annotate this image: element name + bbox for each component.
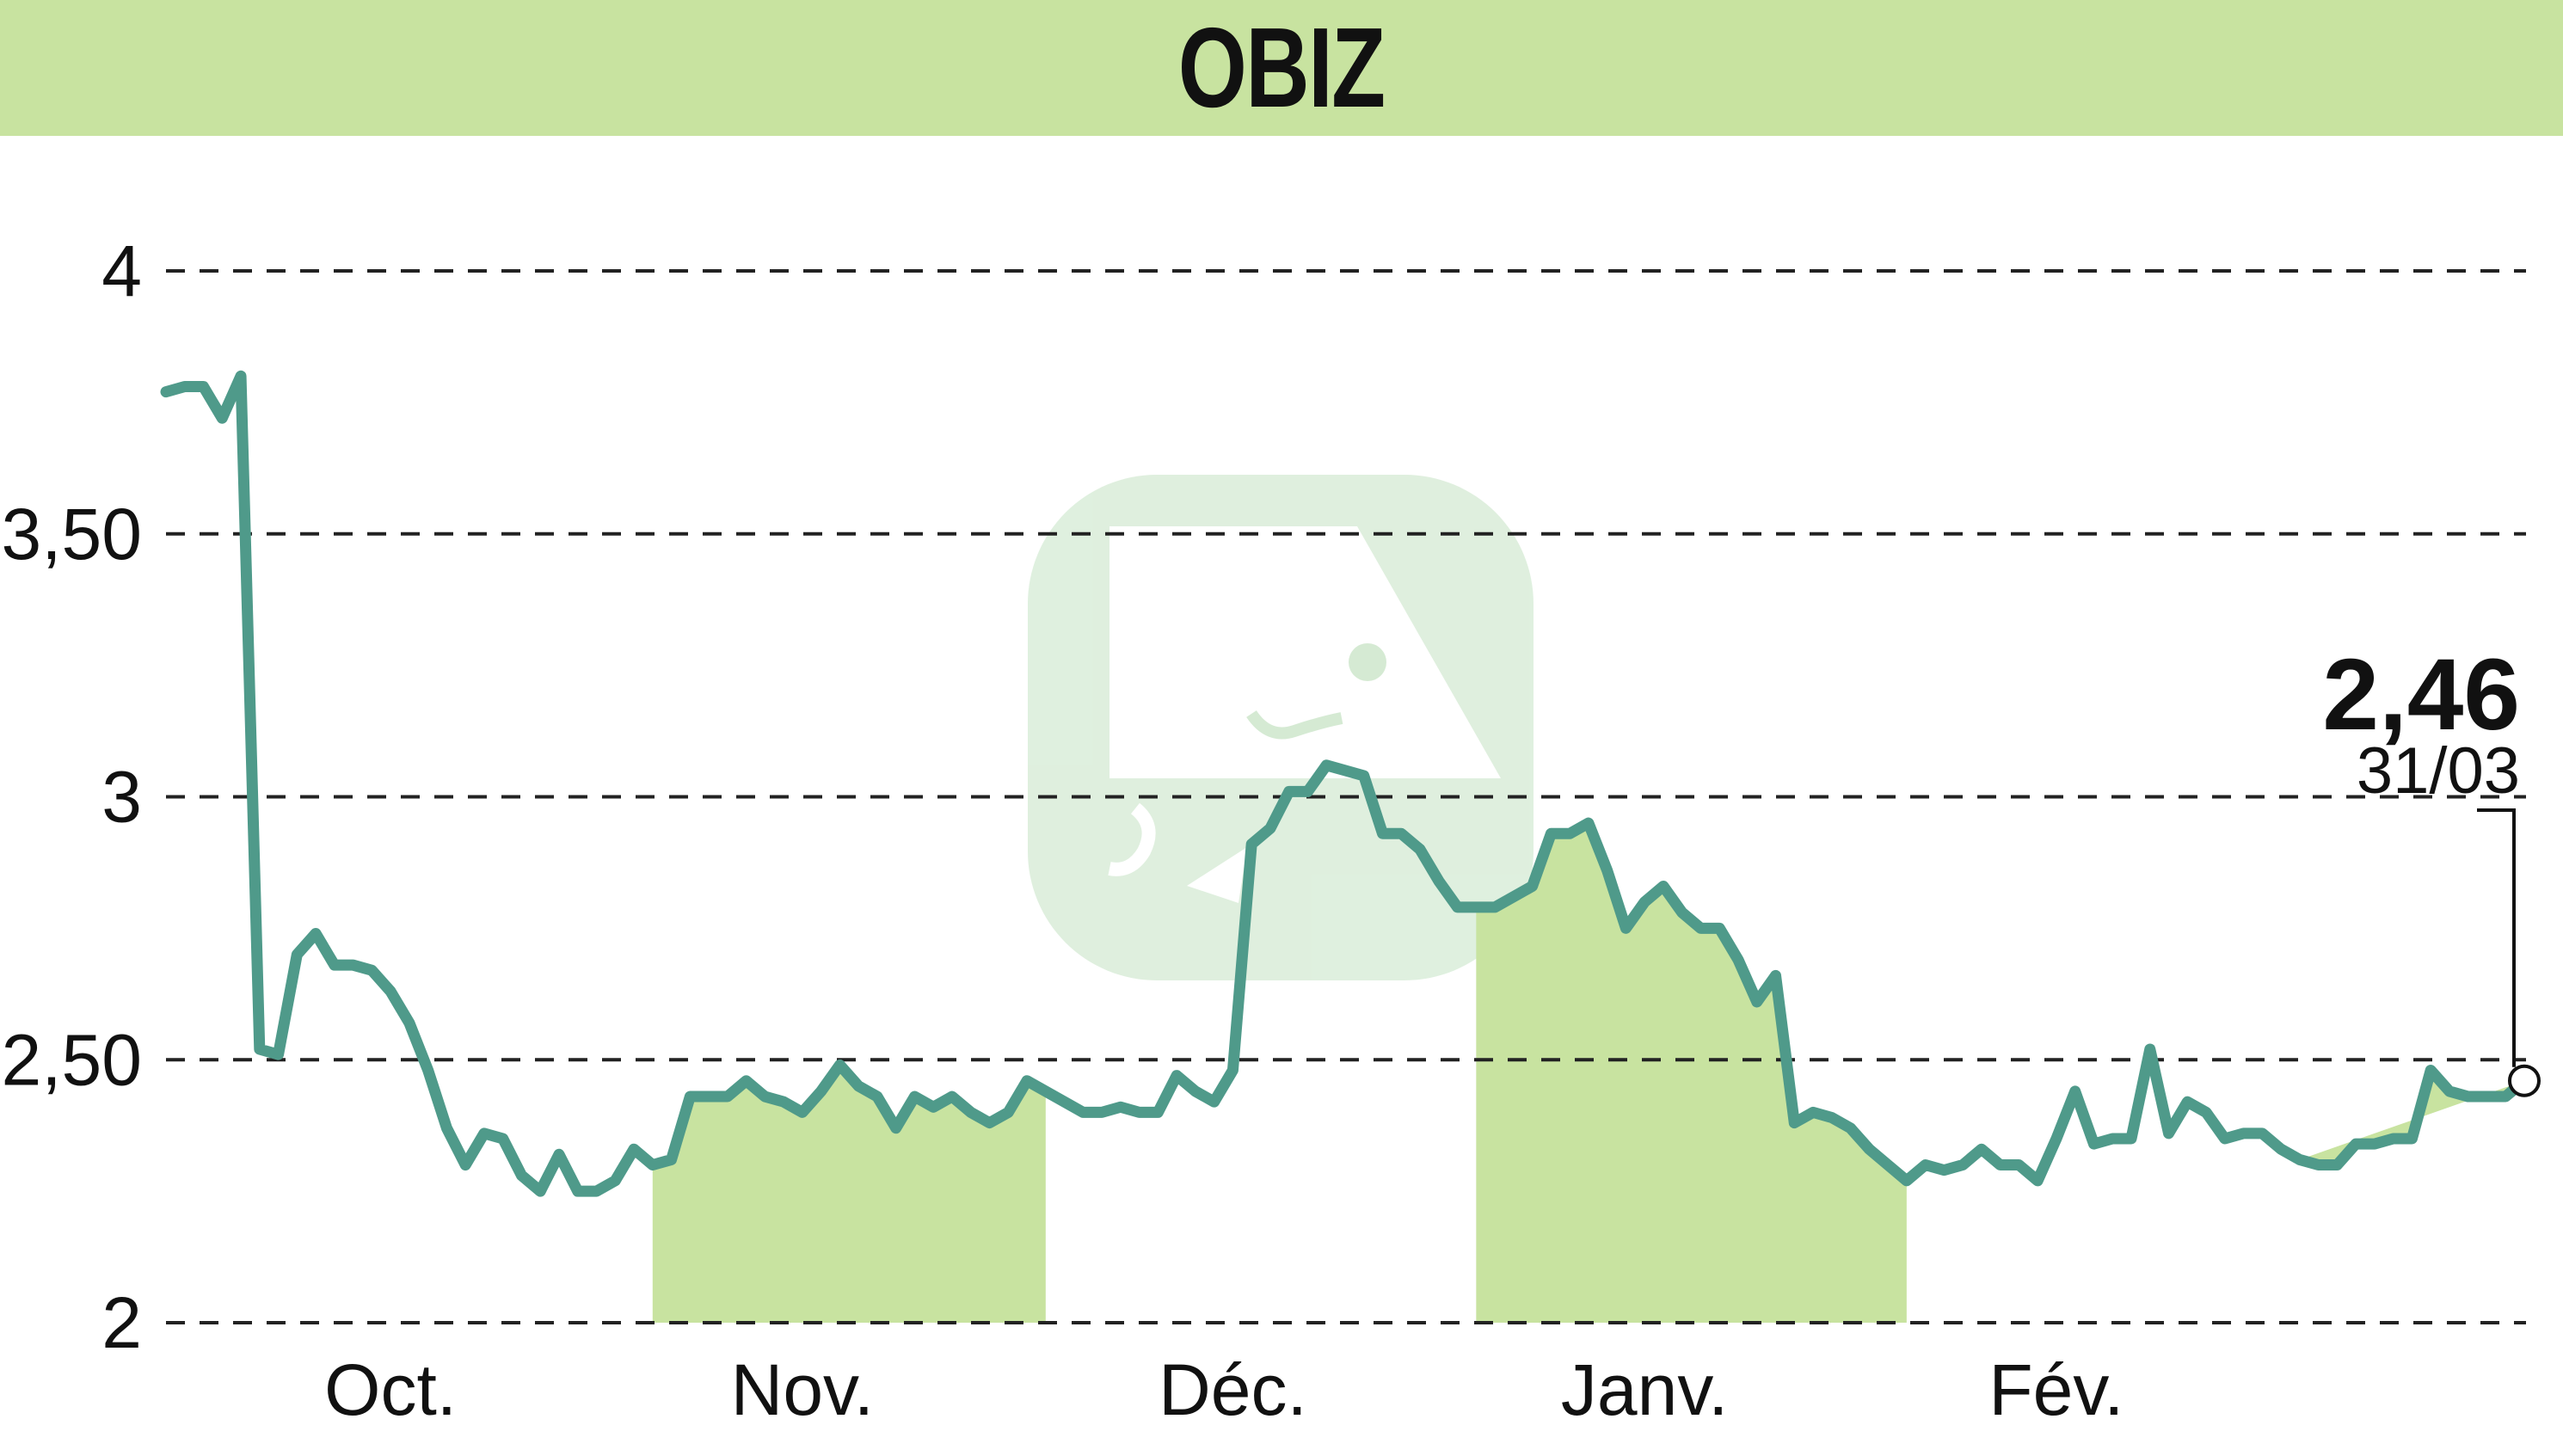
- last-date-label: 31/03: [2357, 734, 2520, 808]
- x-axis-labels: Oct. Nov. Déc. Janv. Fév.: [324, 1349, 2124, 1430]
- y-tick-label: 4: [101, 230, 142, 311]
- x-tick-label: Déc.: [1159, 1349, 1307, 1430]
- last-value-label: 2,46: [2322, 638, 2520, 752]
- watermark-logo: [1028, 475, 1533, 980]
- shaded-span-0: [652, 1065, 1046, 1323]
- y-tick-label: 3,50: [2, 494, 143, 574]
- y-axis-labels: 4 3,50 3 2,50 2: [2, 230, 143, 1363]
- title-bar: OBIZ: [0, 0, 2563, 136]
- y-tick-label: 2: [101, 1282, 142, 1363]
- y-tick-label: 2,50: [2, 1019, 143, 1100]
- series-line: [160, 370, 2530, 1197]
- x-tick-label: Oct.: [324, 1349, 457, 1430]
- x-tick-label: Nov.: [731, 1349, 874, 1430]
- grid-lines: [166, 269, 2526, 1324]
- x-tick-label: Fév.: [1988, 1349, 2124, 1430]
- month-shading: [652, 823, 2524, 1323]
- x-tick-label: Janv.: [1561, 1349, 1729, 1430]
- shaded-span-1: [1476, 823, 1907, 1323]
- last-point-marker: [2508, 1064, 2541, 1097]
- chart-title: OBIZ: [1178, 4, 1386, 131]
- y-tick-label: 3: [101, 757, 142, 838]
- callout-leader-line: [2477, 808, 2516, 1067]
